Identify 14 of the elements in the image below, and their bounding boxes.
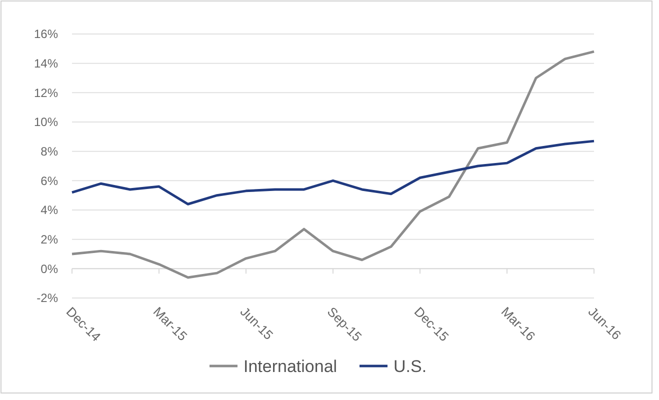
y-tick-label: 14% bbox=[34, 56, 58, 71]
y-tick-label: 4% bbox=[40, 203, 58, 218]
y-tick-label: 0% bbox=[40, 262, 58, 276]
y-tick-label: 8% bbox=[40, 144, 58, 159]
line-series bbox=[70, 50, 596, 279]
y-tick-label: 6% bbox=[40, 174, 58, 188]
line-series bbox=[70, 140, 596, 206]
y-tick-label: -2% bbox=[36, 291, 58, 306]
y-tick-label: 10% bbox=[34, 115, 58, 130]
legend-label: U.S. bbox=[394, 356, 427, 376]
y-tick-label: 16% bbox=[34, 27, 58, 42]
y-tick-label: 2% bbox=[40, 232, 58, 247]
y-tick-label: 12% bbox=[34, 86, 58, 100]
legend-label: International bbox=[244, 356, 338, 376]
